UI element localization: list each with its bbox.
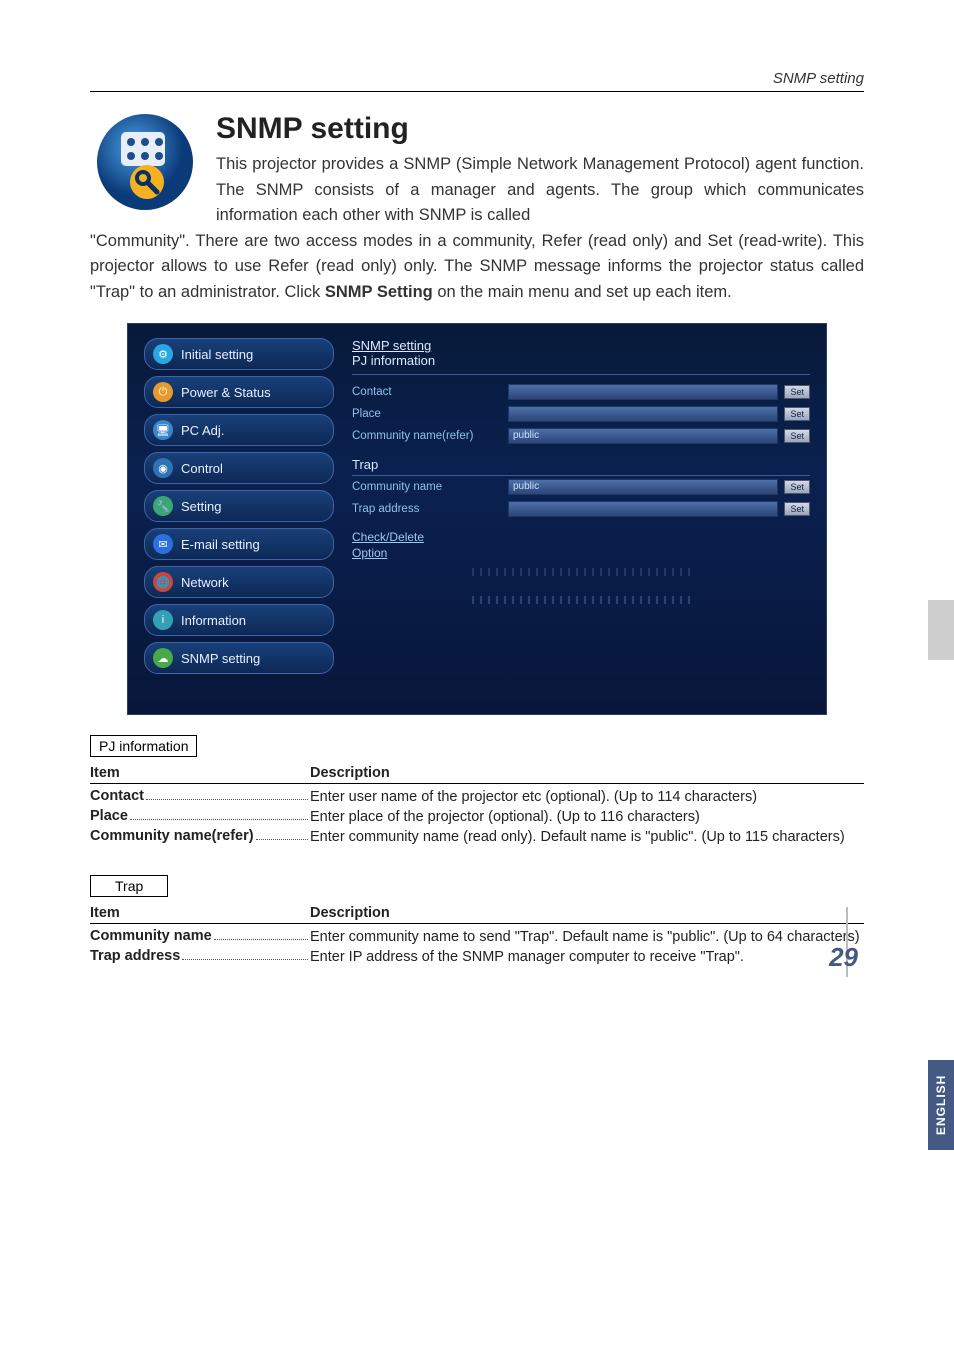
definition-item: Place [90, 808, 128, 824]
snmp-icon [90, 112, 200, 212]
definition-description: Enter place of the projector (optional).… [310, 808, 864, 828]
pj-info-box-label: PJ information [90, 735, 197, 757]
screenshot-sidebar-item: 🔧 Setting [144, 490, 334, 522]
sidebar-item-label: Power & Status [181, 385, 271, 400]
page-title: SNMP setting [216, 112, 864, 146]
sidebar-item-icon: 🖥 [153, 420, 173, 440]
screenshot-set-button: Set [784, 480, 810, 494]
screenshot-row-label: Community name(refer) [352, 430, 502, 442]
definition-description: Enter community name (read only). Defaul… [310, 828, 864, 848]
definition-row: Contact Enter user name of the projector … [90, 788, 864, 808]
screenshot-row-input: public [508, 479, 778, 495]
definition-row: Trap address Enter IP address of the SNMP… [90, 948, 864, 968]
sidebar-item-icon: ⚙ [153, 344, 173, 364]
leader-dots [256, 839, 308, 840]
sidebar-item-icon: 🔧 [153, 496, 173, 516]
definition-item: Trap address [90, 948, 180, 964]
sidebar-item-label: Network [181, 575, 229, 590]
screenshot-section-pjinfo: SNMP setting PJ information [352, 338, 810, 375]
definition-description: Enter IP address of the SNMP manager com… [310, 948, 864, 968]
trap-box-label: Trap [90, 875, 168, 897]
definition-item: Community name [90, 928, 212, 944]
screenshot-row-label: Contact [352, 386, 502, 398]
screenshot-set-button: Set [784, 502, 810, 516]
definition-item: Community name(refer) [90, 828, 254, 844]
leader-dots [130, 819, 308, 820]
leader-dots [182, 959, 308, 960]
sidebar-item-icon: ⏻ [153, 382, 173, 402]
screenshot-set-button: Set [784, 429, 810, 443]
trap-head-desc: Description [310, 905, 390, 921]
leader-dots [146, 799, 308, 800]
screenshot-sidebar-item: i Information [144, 604, 334, 636]
screenshot-sidebar-item: ✉ E-mail setting [144, 528, 334, 560]
screenshot-sidebar-item: ◉ Control [144, 452, 334, 484]
screenshot-link: Option [352, 546, 810, 560]
sidebar-item-icon: 🌐 [153, 572, 173, 592]
sidebar-item-label: Setting [181, 499, 221, 514]
screenshot-sidebar-item: 🌐 Network [144, 566, 334, 598]
screenshot-set-button: Set [784, 407, 810, 421]
sidebar-item-icon: ☁ [153, 648, 173, 668]
screenshot-row-input [508, 384, 778, 400]
screenshot-link: Check/Delete [352, 530, 810, 544]
language-tab: ENGLISH [928, 1060, 954, 1150]
screenshot-form-row: Trap address Set [352, 498, 810, 520]
definition-row: Community name Enter community name to se… [90, 928, 864, 948]
sidebar-item-label: Information [181, 613, 246, 628]
intro-paragraph-continued: "Community". There are two access modes … [90, 229, 864, 306]
screenshot-row-input [508, 501, 778, 517]
page-edge-tab-grey [928, 600, 954, 660]
screenshot-form-row: Contact Set [352, 381, 810, 403]
screenshot-links: Check/Delete Option [352, 530, 810, 560]
screenshot-form-row: Place Set [352, 403, 810, 425]
screenshot-row-label: Trap address [352, 503, 502, 515]
sidebar-item-icon: i [153, 610, 173, 630]
sidebar-item-label: SNMP setting [181, 651, 260, 666]
screenshot-row-input [508, 406, 778, 422]
definition-description: Enter user name of the projector etc (op… [310, 788, 864, 808]
sidebar-item-label: PC Adj. [181, 423, 224, 438]
screenshot-set-button: Set [784, 385, 810, 399]
screenshot-row-label: Place [352, 408, 502, 420]
definition-row: Place Enter place of the projector (optio… [90, 808, 864, 828]
screenshot-sidebar-item: ☁ SNMP setting [144, 642, 334, 674]
definition-item: Contact [90, 788, 144, 804]
screenshot-section-trap: Trap [352, 457, 810, 476]
screenshot-sidebar-item: ⚙ Initial setting [144, 338, 334, 370]
pj-info-head-desc: Description [310, 765, 390, 781]
intro-paragraph-top: This projector provides a SNMP (Simple N… [216, 152, 864, 229]
pj-info-head-item: Item [90, 765, 310, 781]
sidebar-item-label: Initial setting [181, 347, 253, 362]
sidebar-item-icon: ✉ [153, 534, 173, 554]
definition-description: Enter community name to send "Trap". Def… [310, 928, 864, 948]
screenshot-row-input: public [508, 428, 778, 444]
sidebar-item-label: Control [181, 461, 223, 476]
sidebar-item-label: E-mail setting [181, 537, 260, 552]
snmp-screenshot: ⚙ Initial setting ⏻ Power & Status 🖥 PC Adj. ◉… [127, 323, 827, 715]
definition-row: Community name(refer) Enter community nam… [90, 828, 864, 848]
leader-dots [214, 939, 308, 940]
screenshot-sidebar-item: ⏻ Power & Status [144, 376, 334, 408]
running-header: SNMP setting [90, 70, 864, 92]
sidebar-item-icon: ◉ [153, 458, 173, 478]
screenshot-sidebar: ⚙ Initial setting ⏻ Power & Status 🖥 PC Adj. ◉… [144, 338, 334, 674]
screenshot-sidebar-item: 🖥 PC Adj. [144, 414, 334, 446]
trap-head-item: Item [90, 905, 310, 921]
screenshot-form-row: Community name public Set [352, 476, 810, 498]
screenshot-row-label: Community name [352, 481, 502, 493]
page-number: 29 [829, 942, 858, 973]
screenshot-form-row: Community name(refer) public Set [352, 425, 810, 447]
